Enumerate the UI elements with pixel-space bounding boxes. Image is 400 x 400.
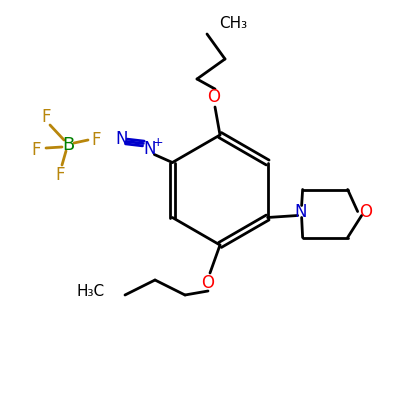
Text: +: + (153, 136, 164, 149)
Text: B: B (62, 136, 74, 154)
Text: N: N (143, 140, 156, 158)
Text: F: F (41, 108, 51, 126)
Text: O: O (202, 274, 214, 292)
Text: F: F (91, 131, 101, 149)
Text: H₃C: H₃C (77, 284, 105, 298)
Text: O: O (208, 88, 220, 106)
Text: F: F (31, 141, 41, 159)
Text: F: F (55, 166, 65, 184)
Text: N: N (115, 130, 128, 148)
Text: O: O (359, 202, 372, 220)
Text: CH₃: CH₃ (219, 16, 247, 32)
Text: N: N (294, 202, 307, 220)
